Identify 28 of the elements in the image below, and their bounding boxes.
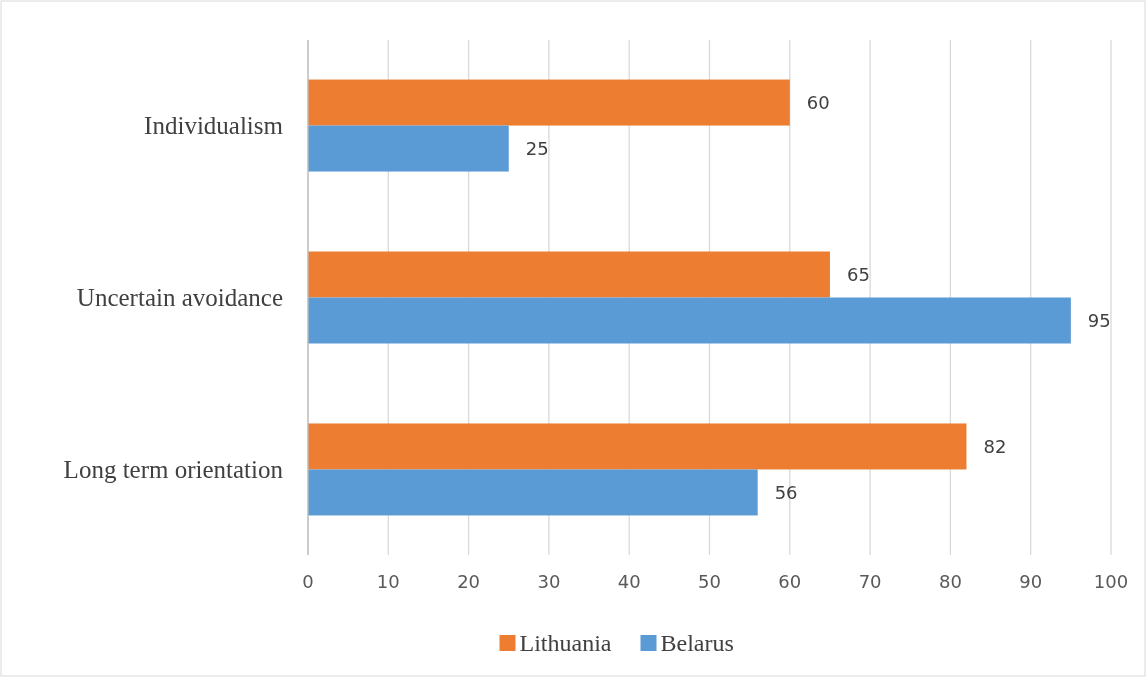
- bar: [308, 297, 1071, 344]
- x-tick-label: 50: [698, 571, 721, 592]
- legend-label: Belarus: [660, 630, 734, 656]
- x-tick-label: 20: [457, 571, 481, 592]
- x-tick-label: 60: [778, 571, 802, 592]
- data-label: 65: [846, 264, 870, 285]
- bar: [308, 469, 758, 516]
- x-tick-label: 70: [858, 571, 882, 592]
- x-tick-label: 40: [617, 571, 641, 592]
- legend-label: Lithuania: [519, 630, 612, 656]
- y-tick-label: Individualism: [144, 112, 284, 140]
- x-tick-label: 80: [938, 571, 962, 592]
- bar: [308, 79, 790, 126]
- x-tick-label: 30: [537, 571, 561, 592]
- y-tick-label: Long term orientation: [63, 455, 284, 483]
- y-tick-label: Uncertain avoidance: [76, 284, 283, 311]
- x-tick-label: 100: [1093, 571, 1129, 592]
- x-tick-label: 10: [376, 571, 400, 592]
- data-label: 60: [806, 92, 830, 114]
- x-tick-label: 90: [1019, 571, 1043, 592]
- data-label: 56: [774, 481, 798, 503]
- bar: [308, 423, 967, 470]
- data-label: 82: [983, 435, 1007, 457]
- bar: [308, 125, 509, 172]
- data-label: 95: [1087, 310, 1111, 331]
- data-label: 25: [525, 138, 549, 160]
- bar: [308, 251, 830, 298]
- x-tick-label: 0: [302, 571, 314, 592]
